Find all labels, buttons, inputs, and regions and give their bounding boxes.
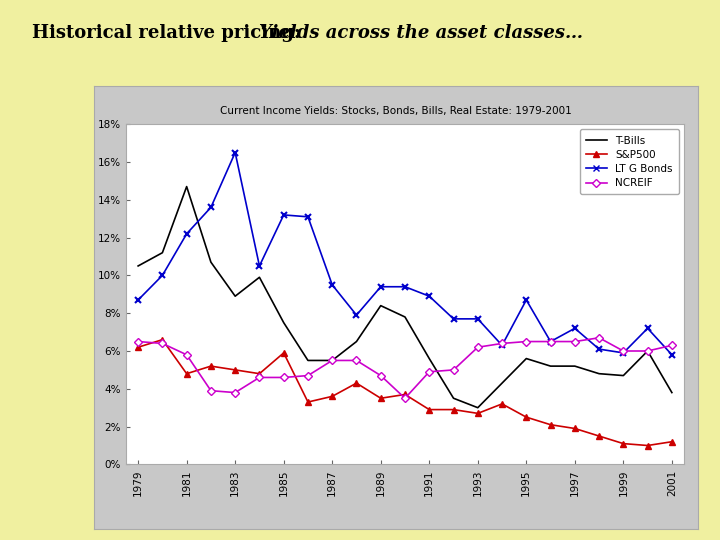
Text: Historical relative pricing:: Historical relative pricing: [32, 24, 307, 42]
Text: Current Income Yields: Stocks, Bonds, Bills, Real Estate: 1979-2001: Current Income Yields: Stocks, Bonds, Bi… [220, 106, 572, 116]
Legend: T-Bills, S&P500, LT G Bonds, NCREIF: T-Bills, S&P500, LT G Bonds, NCREIF [580, 130, 679, 194]
Text: Yields across the asset classes…: Yields across the asset classes… [259, 24, 583, 42]
